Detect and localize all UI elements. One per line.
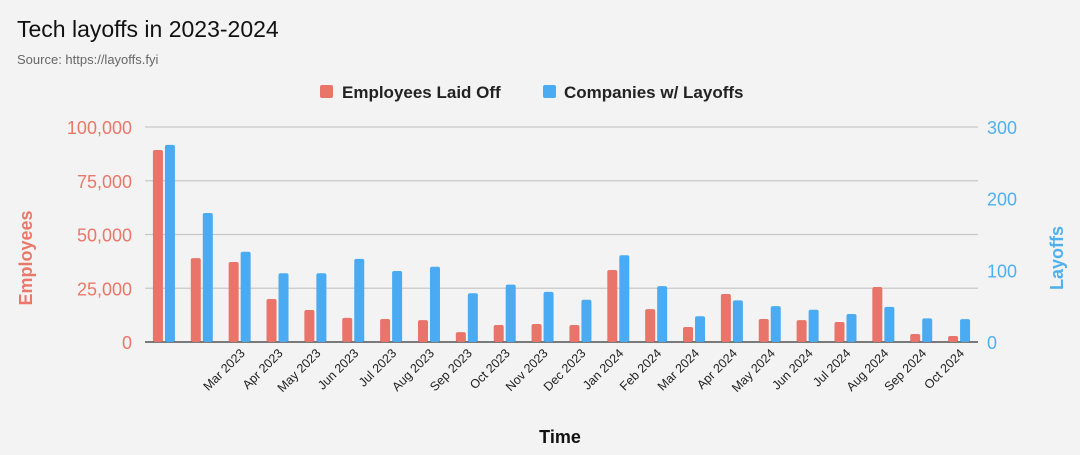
bar-companies [732, 300, 743, 342]
bar-employees [758, 318, 769, 342]
y-left-tick-label: 25,000 [77, 279, 132, 299]
bar-employees [872, 286, 883, 342]
bar-companies [392, 271, 403, 342]
x-tick-label: Sep 2023 [427, 346, 475, 394]
x-axis-title: Time [539, 427, 581, 447]
legend-swatch-employees [320, 85, 333, 98]
x-tick-label: Sep 2024 [882, 346, 930, 394]
bar-employees [304, 309, 315, 342]
bar-employees [190, 258, 201, 342]
bar-companies [467, 293, 478, 342]
bar-companies [922, 318, 933, 342]
bar-companies [278, 273, 289, 342]
bar-employees [796, 320, 807, 342]
bar-companies [808, 309, 819, 342]
y-right-tick-label: 200 [987, 190, 1017, 210]
bar-employees [493, 325, 504, 342]
bar-employees [455, 332, 466, 342]
x-tick-label: Jun 2023 [315, 346, 361, 392]
bar-companies [619, 255, 630, 342]
bar-companies [695, 316, 706, 342]
bar-employees [417, 320, 428, 342]
legend-label-companies: Companies w/ Layoffs [564, 83, 743, 102]
chart-title: Tech layoffs in 2023-2024 [17, 16, 279, 42]
y-right-tick-label: 0 [987, 333, 997, 353]
bar-employees [834, 322, 845, 342]
bar-employees [380, 318, 391, 342]
legend-label-employees: Employees Laid Off [342, 83, 501, 102]
legend-swatch-companies [543, 85, 556, 98]
x-tick-label: Mar 2024 [655, 346, 702, 393]
x-tick-label: Jun 2024 [769, 346, 815, 392]
y-left-tick-label: 50,000 [77, 226, 132, 246]
bar-companies [960, 319, 971, 342]
bar-employees [645, 309, 656, 342]
bar-employees [531, 323, 542, 342]
bar-employees [948, 335, 959, 342]
y-left-tick-label: 0 [122, 333, 132, 353]
bar-employees [569, 325, 580, 342]
bar-companies [429, 266, 440, 342]
bar-employees [342, 317, 353, 342]
y-right-tick-label: 100 [987, 261, 1017, 281]
bar-employees [910, 334, 921, 342]
bar-companies [240, 251, 251, 342]
y-right-tick-label: 300 [987, 118, 1017, 138]
x-tick-label: Mar 2023 [201, 346, 248, 393]
x-tick-label: Oct 2024 [921, 346, 967, 392]
bar-companies [505, 284, 516, 342]
bar-employees [720, 294, 731, 342]
bar-employees [228, 262, 239, 342]
bar-companies [316, 273, 327, 342]
bar-employees [266, 299, 277, 342]
bar-employees [152, 150, 163, 342]
y-left-tick-label: 100,000 [67, 118, 132, 138]
bar-companies [354, 258, 365, 342]
bar-companies [657, 286, 668, 342]
bar-companies [543, 291, 554, 342]
y-axis-left-title: Employees [16, 210, 36, 305]
bar-companies [846, 314, 857, 342]
bar-companies [770, 306, 781, 342]
bar-companies [202, 213, 213, 342]
x-tick-label: Dec 2023 [541, 346, 589, 394]
bar-employees [683, 326, 694, 342]
bar-employees [607, 269, 618, 342]
y-left-tick-label: 75,000 [77, 172, 132, 192]
bar-companies [164, 144, 175, 342]
bar-companies [884, 306, 895, 342]
chart-subtitle: Source: https://layoffs.fyi [17, 52, 159, 67]
bar-companies [581, 299, 592, 342]
y-axis-right-title: Layoffs [1047, 226, 1067, 290]
